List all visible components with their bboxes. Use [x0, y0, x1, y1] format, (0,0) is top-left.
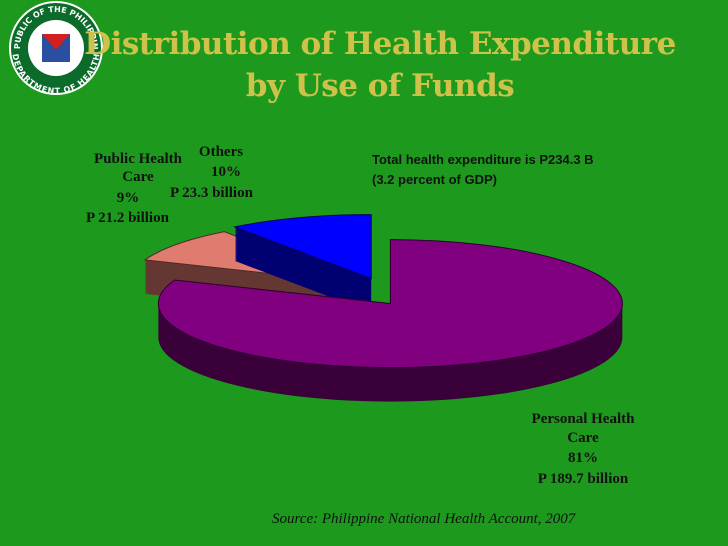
source: Source: Philippine National Health Accou…: [272, 511, 576, 527]
amount-label: P 189.7 billion: [537, 471, 629, 487]
category-label: Public Health Care: [94, 151, 182, 185]
amount-label: P 21.2 billion: [86, 210, 169, 226]
category-label: Others: [198, 144, 244, 160]
value-label: 10%: [211, 164, 241, 180]
category-label: Personal Health Care: [531, 411, 635, 446]
logo-emblem-red: [42, 34, 70, 50]
slice: [233, 214, 372, 280]
chart-title: Distribution of Health Expenditure: [84, 26, 676, 62]
annotation: (3.2 percent of GDP): [372, 172, 497, 187]
value-label: 81%: [568, 450, 598, 466]
slice: [157, 239, 623, 369]
chart-title: by Use of Funds: [245, 68, 515, 104]
amount-label: P 23.3 billion: [170, 185, 253, 201]
value-label: 9%: [116, 190, 140, 206]
annotation: Total health expenditure is P234.3 B: [372, 152, 594, 167]
